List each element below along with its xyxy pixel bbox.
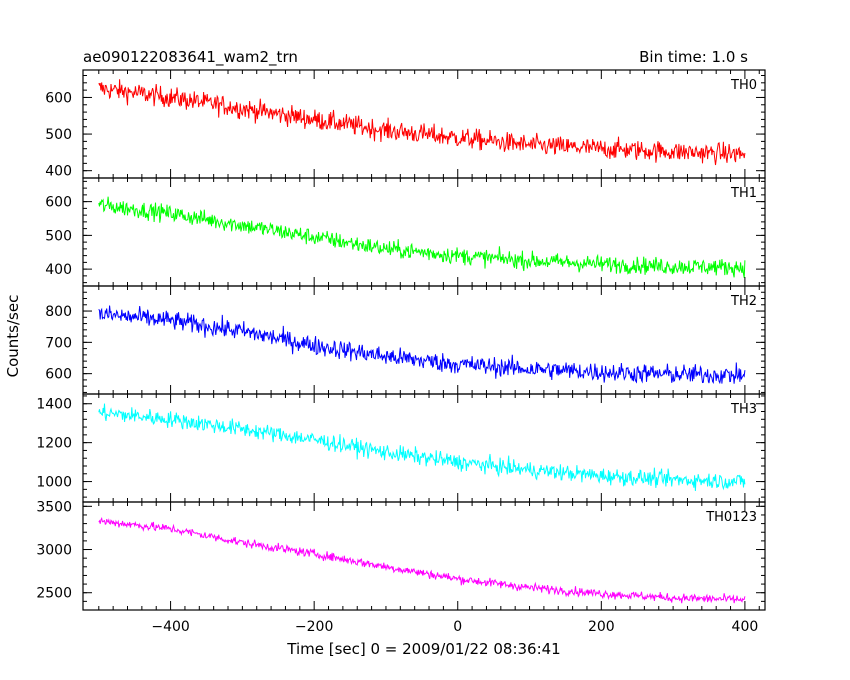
series-th2-line [98,305,746,385]
y-tick-label: 400 [45,262,72,278]
panel-th1: 400 500 600 TH1 [45,177,766,287]
y-tick-label: 3000 [36,543,72,559]
panel-label-th2: TH2 [730,294,757,309]
y-axis-label: Counts/sec [4,295,22,378]
y-tick-label: 700 [45,335,72,351]
y-tick-label: 600 [45,367,72,383]
panels-group: 400 500 600 TH0 400 500 600 TH1 600 700 800 TH2 1000… [36,69,766,611]
panel-label-th0123: TH0123 [705,510,757,525]
y-tick-label: 500 [45,127,72,143]
panel-frame [82,393,766,503]
bin-time-label: Bin time: 1.0 s [639,48,748,66]
x-tick-label: 400 [732,619,759,635]
panel-th2: 600 700 800 TH2 [45,285,766,395]
y-tick-label: 500 [45,228,72,244]
series-th3-line [98,403,746,492]
y-tick-label: 1400 [36,397,72,413]
x-tick-label: −400 [151,619,189,635]
chart-title: ae090122083641_wam2_trn [83,48,298,67]
y-tick-label: 3500 [36,499,72,515]
y-tick-label: 1200 [36,436,72,452]
series-th1-line [98,196,746,278]
y-tick-label: 600 [45,90,72,106]
x-tick-label: 200 [588,619,615,635]
panel-label-th1: TH1 [730,186,757,201]
x-tick-label: −200 [295,619,333,635]
panel-th0123: 2500 3000 3500 TH0123 [36,499,766,611]
series-th0-line [98,79,746,166]
x-axis-label: Time [sec] 0 = 2009/01/22 08:36:41 [286,640,560,658]
y-tick-label: 800 [45,304,72,320]
panel-frame [82,501,766,611]
y-tick-label: 1000 [36,475,72,491]
y-tick-label: 400 [45,164,72,180]
y-tick-label: 2500 [36,586,72,602]
panel-th3: 1000 1200 1400 TH3 [36,393,766,503]
y-tick-label: 600 [45,195,72,211]
series-th0123-line [98,516,746,604]
panel-label-th3: TH3 [730,402,757,417]
x-tick-label: 0 [453,619,462,635]
panel-frame [82,285,766,395]
panel-label-th0: TH0 [730,78,757,93]
panel-th0: 400 500 600 TH0 [45,69,766,180]
x-axis: −400 −200 0 200 400 [151,619,758,635]
